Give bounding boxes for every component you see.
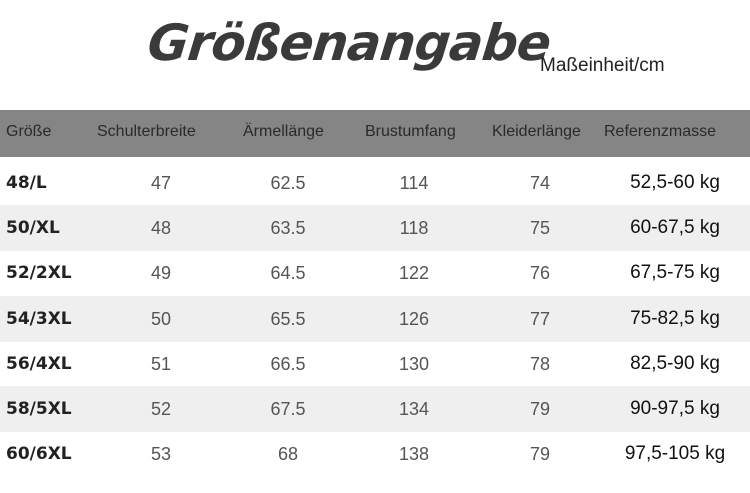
cell-length: 77 bbox=[529, 309, 551, 329]
cell-chest: 122 bbox=[398, 263, 430, 283]
cell-ref: 82,5-90 kg bbox=[630, 353, 720, 374]
cell-size: 50/XL bbox=[6, 218, 60, 238]
table-row: 52/2XL 49 64.5 122 76 67,5-75 kg bbox=[0, 250, 750, 296]
cell-length: 79 bbox=[529, 444, 551, 464]
cell-length: 75 bbox=[529, 218, 551, 238]
cell-size: 60/6XL bbox=[6, 444, 72, 464]
table-row: 50/XL 48 63.5 118 75 60-67,5 kg bbox=[0, 205, 750, 251]
cell-sleeve: 63.5 bbox=[270, 218, 306, 238]
cell-length: 78 bbox=[529, 354, 551, 374]
cell-chest: 126 bbox=[398, 309, 430, 329]
cell-ref: 97,5-105 kg bbox=[624, 443, 726, 464]
table-row: 56/4XL 51 66.5 130 78 82,5-90 kg bbox=[0, 341, 750, 387]
header-size: Größe bbox=[6, 123, 52, 140]
cell-ref: 52,5-60 kg bbox=[630, 172, 720, 193]
cell-shoulder: 51 bbox=[150, 354, 172, 374]
cell-chest: 134 bbox=[398, 399, 430, 419]
cell-size: 54/3XL bbox=[6, 309, 72, 329]
header-shoulder: Schulterbreite bbox=[97, 123, 196, 140]
table-header: Größe Schulterbreite Ärmellänge Brustumf… bbox=[0, 110, 750, 157]
table-row: 60/6XL 53 68 138 79 97,5-105 kg bbox=[0, 431, 750, 477]
cell-sleeve: 65.5 bbox=[270, 309, 306, 329]
cell-size: 52/2XL bbox=[6, 263, 72, 283]
header-length: Kleiderlänge bbox=[492, 123, 581, 140]
header-sleeve: Ärmellänge bbox=[243, 123, 324, 140]
cell-sleeve: 64.5 bbox=[270, 263, 306, 283]
cell-size: 48/L bbox=[6, 173, 47, 193]
cell-ref: 67,5-75 kg bbox=[630, 262, 720, 283]
cell-size: 58/5XL bbox=[6, 399, 72, 419]
cell-sleeve: 67.5 bbox=[270, 399, 306, 419]
cell-sleeve: 62.5 bbox=[270, 173, 306, 193]
table-row: 48/L 47 62.5 114 74 52,5-60 kg bbox=[0, 160, 750, 206]
cell-chest: 130 bbox=[398, 354, 430, 374]
cell-shoulder: 47 bbox=[150, 173, 172, 193]
cell-chest: 114 bbox=[399, 173, 429, 193]
cell-length: 79 bbox=[529, 399, 551, 419]
cell-shoulder: 49 bbox=[150, 263, 172, 283]
cell-shoulder: 50 bbox=[150, 309, 172, 329]
cell-sleeve: 66.5 bbox=[270, 354, 306, 374]
cell-ref: 60-67,5 kg bbox=[630, 217, 720, 238]
cell-length: 74 bbox=[529, 173, 551, 193]
unit-label: Maßeinheit/cm bbox=[540, 55, 665, 76]
cell-sleeve: 68 bbox=[277, 444, 299, 464]
cell-ref: 75-82,5 kg bbox=[630, 308, 720, 329]
header-reference: Referenzmasse bbox=[604, 123, 717, 140]
page-title: Größenangabe bbox=[144, 14, 554, 72]
cell-chest: 138 bbox=[398, 444, 430, 464]
cell-length: 76 bbox=[529, 263, 551, 283]
cell-ref: 90-97,5 kg bbox=[630, 398, 720, 419]
header-chest: Brustumfang bbox=[365, 123, 456, 140]
cell-chest: 118 bbox=[399, 218, 429, 238]
cell-shoulder: 53 bbox=[150, 444, 172, 464]
table-row: 54/3XL 50 65.5 126 77 75-82,5 kg bbox=[0, 296, 750, 342]
cell-shoulder: 48 bbox=[150, 218, 172, 238]
cell-shoulder: 52 bbox=[150, 399, 172, 419]
cell-size: 56/4XL bbox=[6, 354, 72, 374]
table-row: 58/5XL 52 67.5 134 79 90-97,5 kg bbox=[0, 386, 750, 432]
